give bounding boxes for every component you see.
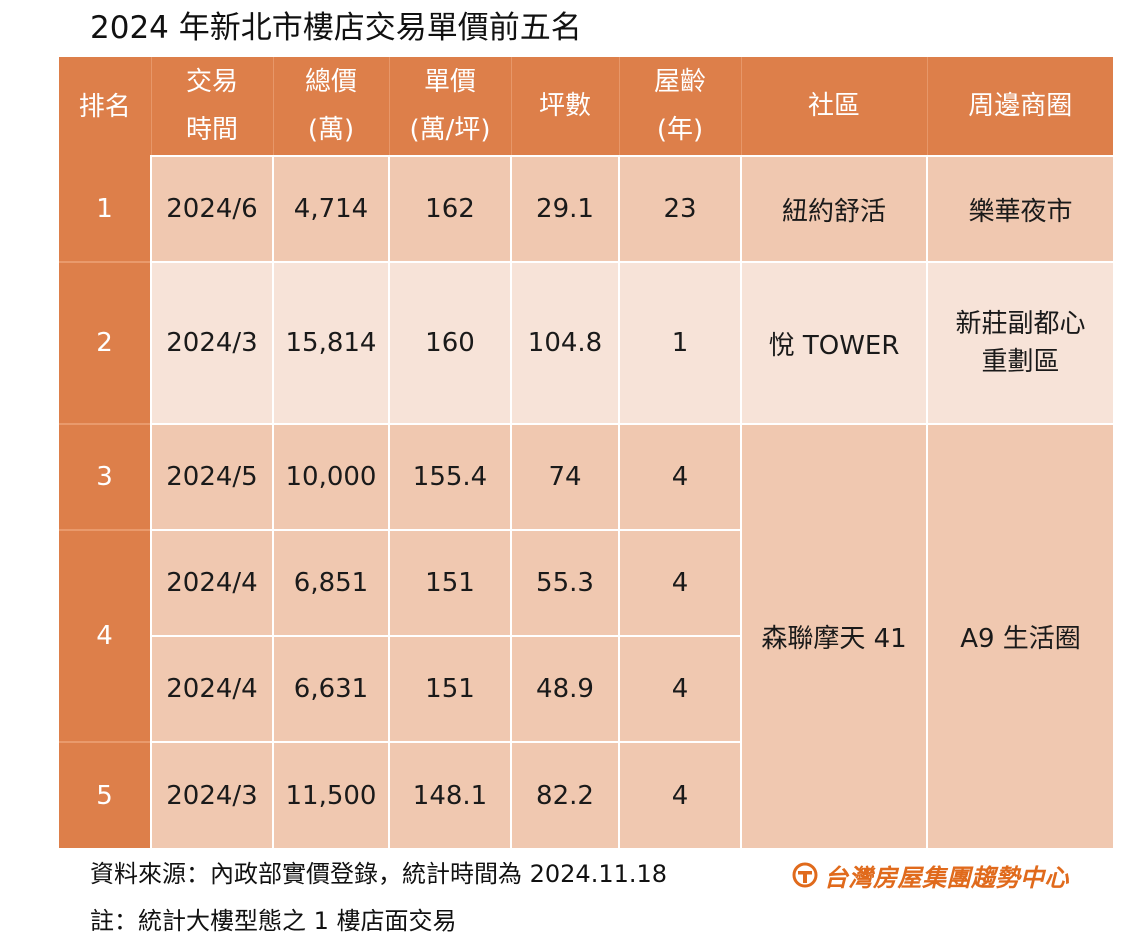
district-line1: 新莊副都心 (955, 309, 1086, 339)
rank-cell: 3 (59, 423, 151, 530)
date-cell: 2024/3 (150, 261, 273, 424)
date-cell: 2024/4 (150, 529, 273, 636)
district-line2: 重劃區 (981, 347, 1060, 377)
header-community: 社區 (740, 57, 927, 156)
header-total-line2: (萬) (307, 115, 355, 145)
unit-price-cell: 155.4 (388, 423, 511, 530)
rank-cell: 2 (59, 261, 151, 424)
header-district: 周邊商圈 (926, 57, 1113, 156)
area-cell: 82.2 (510, 741, 619, 848)
brand-logo: 台灣房屋集團趨勢中心 (792, 858, 1069, 892)
age-cell: 4 (618, 741, 741, 848)
taiwan-realty-logo-icon (792, 862, 818, 888)
district-cell: 樂華夜市 (926, 155, 1113, 262)
table-row: 2 2024/3 15,814 160 104.8 1 悅 TOWER 新莊副都… (59, 261, 1113, 424)
age-cell: 23 (618, 155, 741, 262)
header-age-line2: (年) (656, 115, 704, 145)
price-ranking-table: 排名 交易時間 總價 (萬) 單價 (萬/坪) 坪數 屋齡 (年) 社區 周邊商圈 1… (59, 57, 1113, 848)
age-cell: 4 (618, 635, 741, 742)
header-date-line2: 時間 (185, 115, 238, 145)
total-price-cell: 15,814 (272, 261, 389, 424)
header-age: 屋齡 (年) (618, 57, 741, 156)
total-price-cell: 11,500 (272, 741, 389, 848)
total-price-cell: 4,714 (272, 155, 389, 262)
rank-cell: 4 (59, 529, 151, 742)
rank-cell: 1 (59, 156, 151, 262)
source-note: 資料來源：內政部實價登錄，統計時間為 2024.11.18 (90, 860, 668, 888)
table-row: 1 2024/6 4,714 162 29.1 23 紐約舒活 樂華夜市 (59, 155, 1113, 262)
unit-price-cell: 151 (388, 529, 511, 636)
footnote: 註：統計大樓型態之 1 樓店面交易 (90, 907, 457, 935)
community-cell: 悅 TOWER (740, 261, 927, 424)
unit-price-cell: 162 (388, 155, 511, 262)
logo-text: 台灣房屋集團趨勢中心 (824, 863, 1069, 892)
table-header-row: 排名 交易時間 總價 (萬) 單價 (萬/坪) 坪數 屋齡 (年) 社區 周邊商圈 (59, 57, 1113, 156)
area-cell: 48.9 (510, 635, 619, 742)
header-unit-line1: 單價 (423, 67, 476, 97)
table-row: 4 2024/4 6,851 151 55.3 4 (59, 529, 1113, 742)
date-cell: 2024/6 (150, 155, 273, 262)
unit-price-cell: 160 (388, 261, 511, 424)
rank-cell: 5 (59, 741, 151, 848)
date-cell: 2024/4 (150, 635, 273, 742)
unit-price-cell: 148.1 (388, 741, 511, 848)
header-total-line1: 總價 (304, 67, 357, 97)
total-price-cell: 6,631 (272, 635, 389, 742)
area-cell: 74 (510, 423, 619, 530)
unit-price-cell: 151 (388, 635, 511, 742)
table-row: 2024/4 6,631 151 48.9 4 (59, 635, 1113, 742)
header-age-line1: 屋齡 (653, 67, 706, 97)
age-cell: 4 (618, 529, 741, 636)
total-price-cell: 10,000 (272, 423, 389, 530)
date-cell: 2024/3 (150, 741, 273, 848)
header-unit-line2: (萬/坪) (409, 115, 491, 145)
area-cell: 29.1 (510, 155, 619, 262)
community-cell: 紐約舒活 (740, 155, 927, 262)
header-unit: 單價 (萬/坪) (388, 57, 511, 156)
page-title: 2024 年新北市樓店交易單價前五名 (90, 10, 582, 46)
table-row: 3 2024/5 10,000 155.4 74 4 森聯摩天 41 A9 生活… (59, 423, 1113, 848)
total-price-cell: 6,851 (272, 529, 389, 636)
area-cell: 104.8 (510, 261, 619, 424)
date-cell: 2024/5 (150, 423, 273, 530)
header-total: 總價 (萬) (272, 57, 389, 156)
area-cell: 55.3 (510, 529, 619, 636)
age-cell: 1 (618, 261, 741, 424)
header-date-line1: 交易 (185, 67, 238, 97)
community-merged-cell: 森聯摩天 41 (740, 423, 927, 848)
header-date: 交易 時間 (150, 57, 273, 156)
header-area: 坪數 (510, 57, 619, 156)
district-merged-cell: A9 生活圈 (926, 423, 1113, 848)
table-row: 5 2024/3 11,500 148.1 82.2 4 (59, 741, 1113, 848)
header-rank: 排名 (59, 57, 151, 156)
district-cell: 新莊副都心 重劃區 (926, 261, 1113, 424)
age-cell: 4 (618, 423, 741, 530)
